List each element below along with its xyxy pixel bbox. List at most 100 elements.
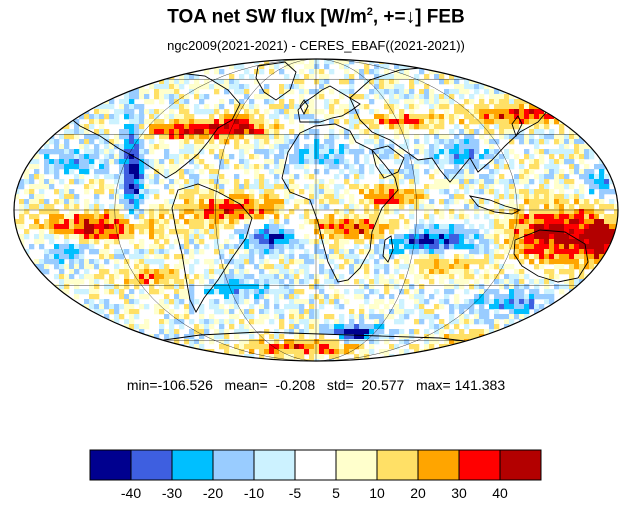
- field-cell: [279, 89, 285, 95]
- field-cell: [409, 239, 415, 245]
- field-cell: [374, 134, 380, 140]
- field-cell: [374, 289, 380, 295]
- field-cell: [554, 184, 560, 190]
- field-cell: [444, 144, 450, 150]
- field-cell: [169, 334, 175, 340]
- field-cell: [104, 279, 110, 285]
- field-cell: [289, 284, 295, 290]
- field-cell: [189, 269, 195, 275]
- field-cell: [474, 229, 480, 235]
- field-cell: [344, 204, 350, 210]
- field-cell: [379, 244, 385, 250]
- field-cell: [554, 249, 560, 255]
- field-cell: [149, 134, 155, 140]
- field-cell: [264, 299, 270, 305]
- field-cell: [449, 329, 455, 335]
- field-cell: [24, 229, 30, 235]
- field-cell: [399, 299, 405, 305]
- field-cell: [309, 99, 315, 105]
- field-cell: [559, 194, 565, 200]
- field-cell: [489, 319, 495, 325]
- field-cell: [469, 204, 475, 210]
- field-cell: [569, 244, 575, 250]
- field-cell: [194, 234, 200, 240]
- field-cell: [309, 329, 315, 335]
- field-cell: [499, 284, 505, 290]
- field-cell: [589, 229, 595, 235]
- field-cell: [459, 109, 465, 115]
- field-cell: [169, 279, 175, 285]
- field-cell: [449, 269, 455, 275]
- field-cell: [504, 319, 510, 325]
- field-cell: [239, 119, 245, 125]
- field-cell: [259, 194, 265, 200]
- field-cell: [244, 344, 250, 350]
- field-cell: [419, 124, 425, 130]
- field-cell: [359, 279, 365, 285]
- field-cell: [614, 214, 618, 220]
- field-cell: [384, 244, 390, 250]
- field-cell: [314, 274, 320, 280]
- field-cell: [509, 164, 515, 170]
- field-cell: [19, 234, 25, 240]
- field-cell: [179, 159, 185, 165]
- field-cell: [544, 269, 550, 275]
- field-cell: [504, 264, 510, 270]
- field-cell: [244, 119, 250, 125]
- field-cell: [334, 244, 340, 250]
- field-cell: [309, 104, 315, 110]
- field-cell: [519, 124, 525, 130]
- field-cell: [589, 184, 595, 190]
- field-cell: [569, 139, 575, 145]
- field-cell: [304, 309, 310, 315]
- field-cell: [234, 209, 240, 215]
- field-cell: [74, 264, 80, 270]
- field-cell: [229, 129, 235, 135]
- field-cell: [419, 314, 425, 320]
- field-cell: [194, 179, 200, 185]
- field-cell: [374, 194, 380, 200]
- field-cell: [344, 64, 350, 70]
- field-cell: [254, 284, 260, 290]
- field-cell: [544, 244, 550, 250]
- field-cell: [154, 269, 160, 275]
- field-cell: [414, 234, 420, 240]
- field-cell: [474, 294, 480, 300]
- field-cell: [219, 99, 225, 105]
- field-cell: [119, 284, 125, 290]
- field-cell: [529, 254, 535, 260]
- field-cell: [229, 309, 235, 315]
- field-cell: [499, 299, 505, 305]
- field-cell: [444, 104, 450, 110]
- colorbar-tick-label: 5: [332, 485, 340, 501]
- field-cell: [474, 114, 480, 120]
- field-cell: [139, 139, 145, 145]
- field-cell: [219, 309, 225, 315]
- field-cell: [514, 174, 520, 180]
- field-cell: [154, 109, 160, 115]
- field-cell: [59, 159, 65, 165]
- field-cell: [84, 139, 90, 145]
- field-cell: [164, 129, 170, 135]
- field-cell: [379, 314, 385, 320]
- field-cell: [244, 159, 250, 165]
- field-cell: [479, 244, 485, 250]
- field-cell: [524, 244, 530, 250]
- field-cell: [379, 169, 385, 175]
- field-cell: [134, 199, 140, 205]
- field-cell: [329, 244, 335, 250]
- field-cell: [59, 164, 65, 170]
- field-cell: [224, 259, 230, 265]
- field-cell: [189, 319, 195, 325]
- field-cell: [269, 144, 275, 150]
- field-cell: [269, 229, 275, 235]
- field-cell: [249, 119, 255, 125]
- field-cell: [479, 184, 485, 190]
- field-cell: [139, 189, 145, 195]
- field-cell: [259, 114, 265, 120]
- field-cell: [429, 259, 435, 265]
- field-cell: [99, 214, 105, 220]
- field-cell: [314, 279, 320, 285]
- field-cell: [239, 274, 245, 280]
- field-cell: [544, 234, 550, 240]
